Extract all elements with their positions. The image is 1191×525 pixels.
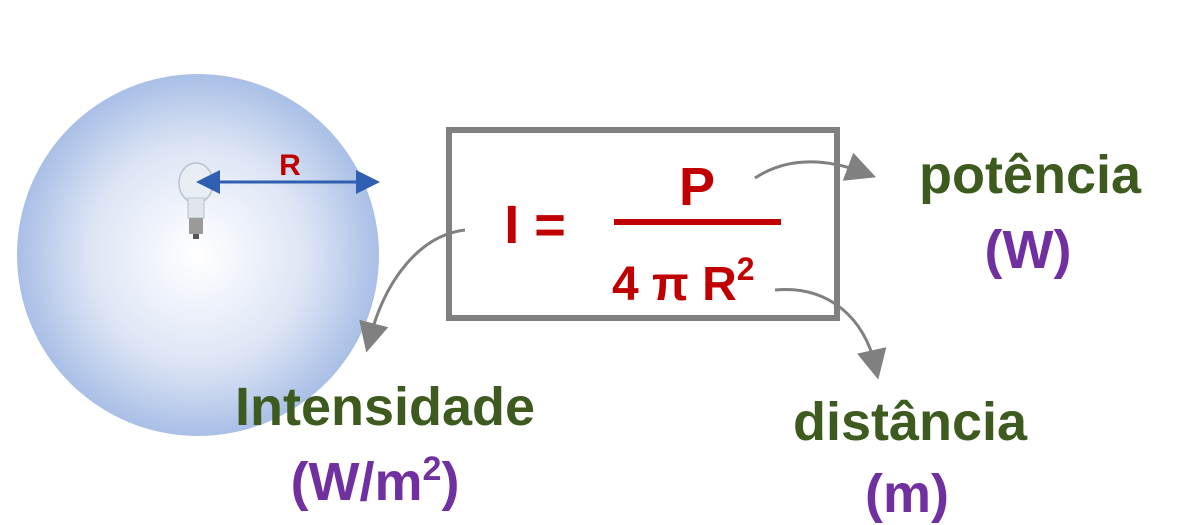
radius-label: R: [279, 149, 301, 182]
formula-numerator: P: [679, 157, 715, 217]
intensity-unit: (W/m2): [291, 450, 460, 512]
distance-name: distância: [793, 392, 1028, 452]
distance-unit: (m): [865, 464, 949, 524]
intensity-unit-exponent: 2: [423, 450, 442, 488]
formula-denominator: 4 π R2: [612, 251, 755, 311]
diagram: R I = P 4 π R2 potência (W) Intensidade …: [0, 0, 1191, 525]
power-unit: (W): [985, 220, 1072, 280]
power-name: potência: [919, 145, 1142, 205]
distance-arrow: [775, 290, 875, 365]
denominator-exponent: 2: [737, 251, 755, 287]
power-arrow: [755, 162, 862, 178]
intensity-unit-close: ): [441, 452, 459, 512]
intensity-unit-text: (W/m: [291, 452, 423, 512]
intensity-name: Intensidade: [235, 377, 535, 437]
formula-lhs: I =: [504, 195, 566, 255]
denominator-text: 4 π R: [612, 258, 737, 311]
